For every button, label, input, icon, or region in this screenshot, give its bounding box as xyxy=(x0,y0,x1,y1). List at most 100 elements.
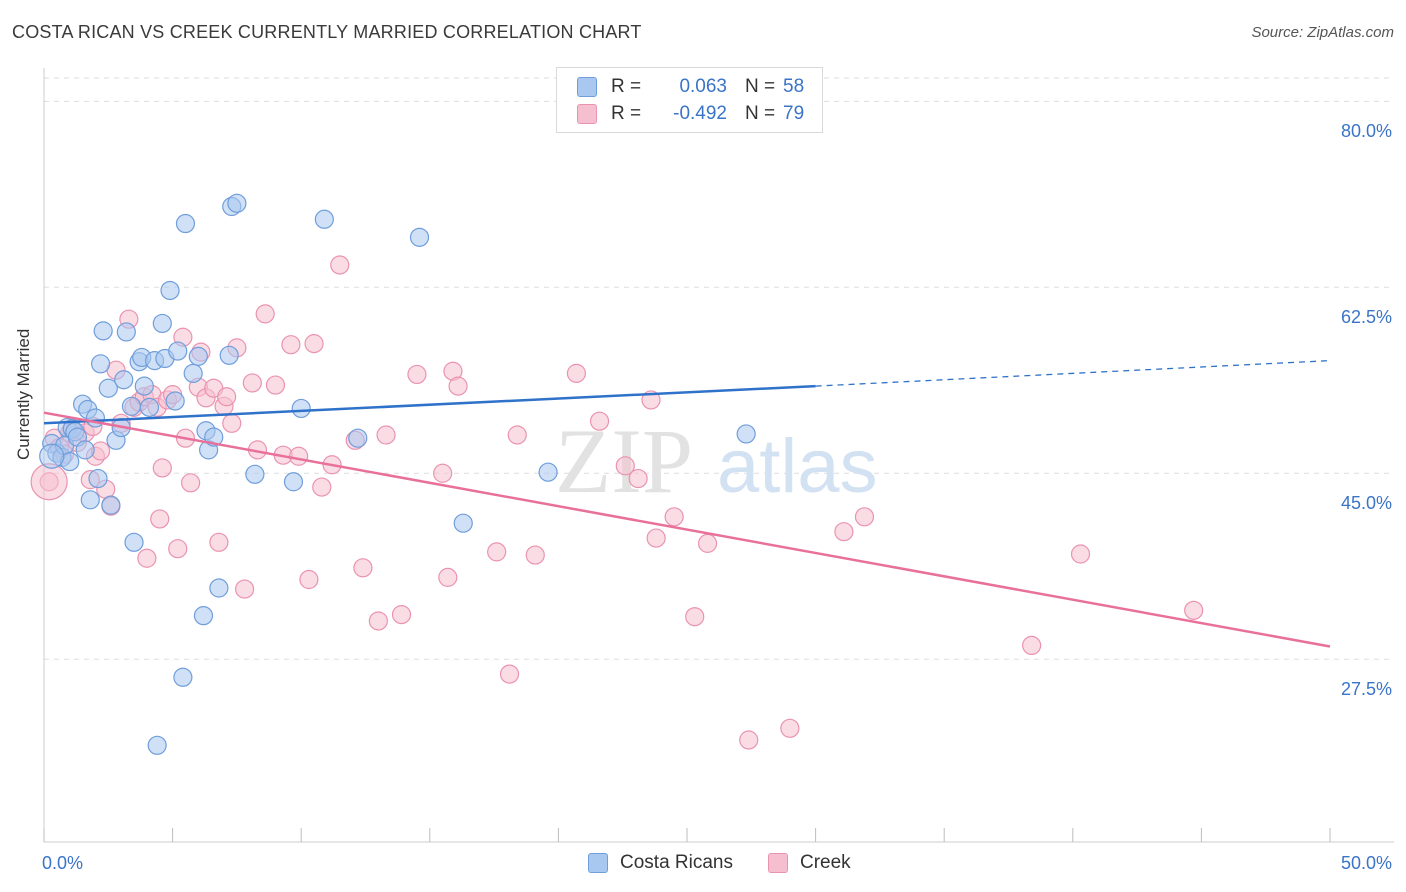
costa-rican-point xyxy=(291,398,311,419)
trend-lines xyxy=(43,359,1331,648)
creek-point xyxy=(255,304,275,324)
creek-point xyxy=(525,545,545,565)
creek-point xyxy=(854,507,875,527)
creek-point xyxy=(780,718,800,738)
legend-n-value: 58 xyxy=(783,76,805,97)
creek-point-cluster xyxy=(30,463,68,501)
costa-rican-trend-line xyxy=(43,384,816,425)
y-tick-label: 27.5% xyxy=(1340,679,1392,700)
costa-rican-point xyxy=(98,378,118,398)
chart-title: COSTA RICAN VS CREEK CURRENTLY MARRIED C… xyxy=(12,22,642,42)
x-tick-max: 50.0% xyxy=(1340,853,1392,873)
legend-r-value: 0.063 xyxy=(679,76,727,97)
costa-rican-point xyxy=(116,322,136,342)
legend-swatch-blue xyxy=(588,853,608,873)
costa-rican-point xyxy=(736,424,756,444)
creek-point xyxy=(150,509,170,529)
costa-rican-point xyxy=(209,578,229,598)
creek-point xyxy=(299,569,319,590)
correlation-legend: R = 0.063 N = 58 R = -0.492 N = 79 xyxy=(556,67,823,133)
costa-rican-point xyxy=(168,341,188,361)
costa-rican-point xyxy=(134,376,154,396)
legend-item-costa-ricans: Costa Ricans xyxy=(588,852,733,874)
creek-point xyxy=(589,411,610,431)
creek-point xyxy=(312,477,332,497)
creek-point xyxy=(368,611,388,631)
y-tick-label: 62.5% xyxy=(1340,307,1392,328)
costa-rican-point xyxy=(245,464,265,484)
creek-point xyxy=(330,255,350,275)
creek-point xyxy=(265,375,286,395)
creek-point xyxy=(448,376,468,396)
creek-point xyxy=(697,533,718,553)
creek-point xyxy=(242,373,262,393)
creek-point xyxy=(289,446,309,466)
costa-rican-point xyxy=(90,354,111,374)
costa-rican-point xyxy=(538,462,558,482)
costa-rican-point xyxy=(175,213,196,234)
costa-rican-point xyxy=(147,735,167,755)
legend-row-creek: R = -0.492 N = 79 xyxy=(577,100,804,128)
creek-point xyxy=(137,548,157,568)
costa-rican-point xyxy=(88,468,108,489)
legend-r-label: R = xyxy=(611,103,642,124)
legend-n-value: 79 xyxy=(783,103,805,124)
legend-swatch-pink xyxy=(768,853,788,873)
creek-point xyxy=(152,458,172,478)
costa-rican-point xyxy=(101,495,121,515)
costa-rican-point xyxy=(453,513,473,533)
costa-rican-point xyxy=(283,472,304,492)
costa-rican-point xyxy=(173,667,193,687)
legend-swatch-pink xyxy=(577,104,597,124)
creek-point xyxy=(168,539,188,559)
costa-rican-point xyxy=(348,428,368,448)
costa-rican-point xyxy=(409,227,430,247)
creek-point xyxy=(739,730,759,750)
costa-rican-point xyxy=(152,313,172,334)
creek-point xyxy=(1184,600,1204,620)
creek-point xyxy=(281,335,301,355)
creek-point xyxy=(685,607,705,627)
costa-rican-point xyxy=(75,440,95,460)
y-tick-label: 80.0% xyxy=(1340,121,1392,142)
legend-label-costa-ricans: Costa Ricans xyxy=(620,852,733,873)
creek-point xyxy=(507,425,527,445)
costa-rican-point xyxy=(160,280,180,301)
costa-rican-point xyxy=(121,396,142,416)
costa-rican-point xyxy=(183,363,203,383)
y-axis-label: Currently Married xyxy=(14,328,33,460)
creek-point xyxy=(407,364,427,385)
creek-point xyxy=(664,507,684,527)
costa-rican-point xyxy=(314,209,334,229)
costa-rican-point xyxy=(165,391,185,411)
source-label: Source: ZipAtlas.com xyxy=(1251,24,1394,41)
costa-rican-point xyxy=(227,193,247,213)
creek-point xyxy=(615,456,635,476)
series-legend: Costa Ricans Creek xyxy=(0,852,1406,878)
legend-r-value: -0.492 xyxy=(673,103,727,124)
costa-rican-points xyxy=(39,193,756,755)
creek-point xyxy=(181,473,201,493)
costa-rican-point xyxy=(219,345,239,365)
creek-point xyxy=(834,522,854,542)
creek-point xyxy=(566,363,587,383)
creek-point xyxy=(391,604,412,625)
costa-rican-point xyxy=(124,532,144,552)
costa-rican-point xyxy=(114,370,134,390)
creek-point xyxy=(217,387,237,407)
grid-lines xyxy=(44,77,1394,660)
costa-rican-point-cluster xyxy=(39,443,65,469)
creek-point xyxy=(235,579,255,599)
costa-rican-trend-extension xyxy=(815,359,1331,387)
creek-point xyxy=(433,463,453,483)
creek-point xyxy=(628,468,648,489)
creek-point xyxy=(304,334,324,354)
creek-point xyxy=(499,664,520,684)
creek-point xyxy=(1022,635,1042,656)
legend-r-label: R = xyxy=(611,76,642,97)
legend-swatch-blue xyxy=(577,77,597,97)
creek-point xyxy=(353,558,373,578)
creek-point xyxy=(209,532,229,552)
creek-point xyxy=(376,425,396,445)
